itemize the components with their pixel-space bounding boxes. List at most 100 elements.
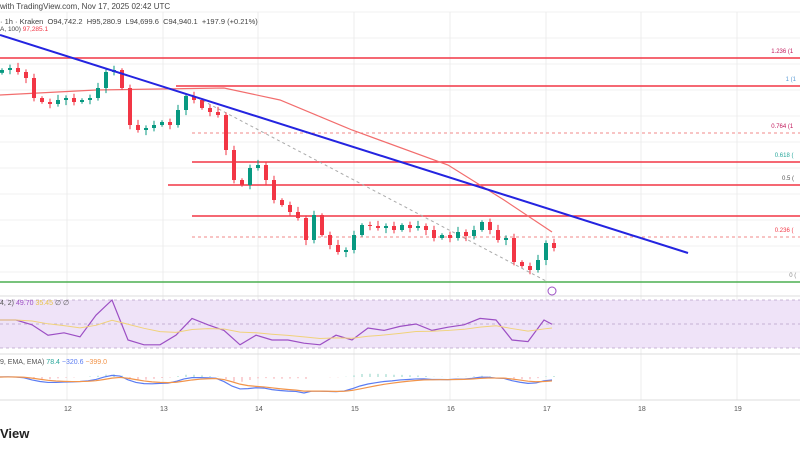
candle-body: [352, 235, 356, 250]
candle-body: [160, 122, 164, 125]
fib-level-label: 1.236 (1: [771, 49, 794, 55]
low-value: L94,699.6: [125, 17, 159, 26]
candle-body: [136, 125, 140, 130]
fib-level-label: 0.618 (: [774, 153, 794, 159]
candle-body: [320, 215, 324, 235]
alert-marker: [547, 286, 557, 296]
candle-body: [232, 150, 236, 180]
candle-body: [448, 235, 452, 238]
candle-body: [288, 205, 292, 212]
candle-body: [360, 225, 364, 235]
candle-body: [400, 225, 404, 230]
candle-body: [512, 238, 516, 262]
symbol-info: · 1h · Kraken: [0, 17, 44, 26]
rsi-label: 4, 2): [0, 300, 15, 307]
candle-body: [184, 96, 188, 110]
candle-body: [440, 235, 444, 238]
x-axis-tick: 16: [447, 406, 455, 413]
candle-body: [120, 70, 124, 88]
candle-body: [376, 226, 380, 228]
x-axis-tick: 15: [351, 406, 359, 413]
candle-body: [264, 165, 268, 180]
candle-body: [304, 218, 308, 240]
macd-hist-value: 78.4: [46, 359, 60, 366]
candle-body: [64, 98, 68, 100]
candle-body: [224, 115, 228, 150]
rsi-value: 49.70: [15, 300, 34, 307]
candle-body: [88, 98, 92, 100]
candle-body: [216, 112, 220, 115]
candle-body: [336, 245, 340, 252]
rsi-ma-line: [0, 319, 553, 339]
change-value: +197.9 (+0.21%): [201, 17, 258, 26]
macd-legend: 9, EMA, EMA) 78.4 −320.6 −399.0: [0, 359, 107, 366]
candle-body: [504, 238, 508, 240]
x-axis-tick: 17: [543, 406, 551, 413]
candle-body: [72, 98, 76, 102]
candle-body: [344, 250, 348, 252]
candle-body: [240, 180, 244, 185]
x-axis-tick: 18: [638, 406, 646, 413]
candle-body: [328, 235, 332, 245]
candle-body: [480, 222, 484, 230]
x-axis-tick: 19: [734, 406, 742, 413]
candle-body: [544, 243, 548, 260]
candle-body: [16, 68, 20, 72]
rsi-extra: ∅ ∅: [54, 300, 70, 307]
candle-body: [416, 226, 420, 228]
open-value: O94,742.2: [47, 17, 83, 26]
fib-diagonal-line: [191, 94, 549, 283]
candle-body: [424, 226, 428, 230]
candle-body: [496, 230, 500, 240]
fib-level-label: 1 (1: [785, 77, 796, 83]
sma-value: 97,285.1: [22, 26, 49, 33]
rsi-ma-value: 35.45: [35, 300, 53, 307]
x-axis-tick: 14: [255, 406, 263, 413]
candle-body: [32, 78, 36, 98]
candle-body: [80, 100, 84, 102]
candle-body: [176, 110, 180, 125]
candle-body: [200, 100, 204, 108]
candle-body: [552, 243, 556, 248]
candle-body: [96, 88, 100, 98]
candle-body: [24, 72, 28, 78]
candle-body: [248, 168, 252, 185]
candle-body: [144, 128, 148, 130]
candle-body: [104, 72, 108, 88]
candle-body: [368, 225, 372, 226]
candle-body: [472, 230, 476, 236]
tradingview-logo: View: [0, 426, 30, 441]
ohlc-legend: · 1h · Kraken O94,742.2 H95,280.9 L94,69…: [0, 17, 258, 26]
candle-body: [296, 212, 300, 218]
sma-legend: A, 100) 97,285.1: [0, 26, 48, 33]
candle-body: [208, 108, 212, 112]
candle-body: [128, 88, 132, 125]
sma-100-line: [0, 87, 553, 233]
macd-signal-line: [0, 376, 553, 392]
sma-label: A, 100): [0, 26, 21, 33]
candle-body: [256, 165, 260, 168]
high-value: H95,280.9: [86, 17, 122, 26]
candle-body: [384, 226, 388, 228]
candle-body: [392, 226, 396, 230]
candle-body: [168, 122, 172, 125]
candle-body: [312, 215, 316, 240]
fib-level-label: 0.236 (: [774, 228, 794, 234]
candle-body: [528, 266, 532, 270]
macd-line: [0, 374, 553, 394]
fib-level-label: 0.5 (: [782, 176, 795, 182]
candle-body: [432, 230, 436, 238]
candle-body: [48, 102, 52, 104]
fib-level-label: 0.764 (1: [771, 124, 794, 130]
chart-source: with TradingView.com, Nov 17, 2025 02:42…: [0, 2, 171, 11]
rsi-line: [0, 298, 553, 346]
candle-body: [520, 262, 524, 266]
close-value: C94,940.1: [163, 17, 198, 26]
x-axis-tick: 13: [160, 406, 168, 413]
macd-value: −320.6: [61, 359, 84, 366]
candle-body: [488, 222, 492, 230]
candle-body: [40, 98, 44, 102]
candle-body: [280, 200, 284, 205]
